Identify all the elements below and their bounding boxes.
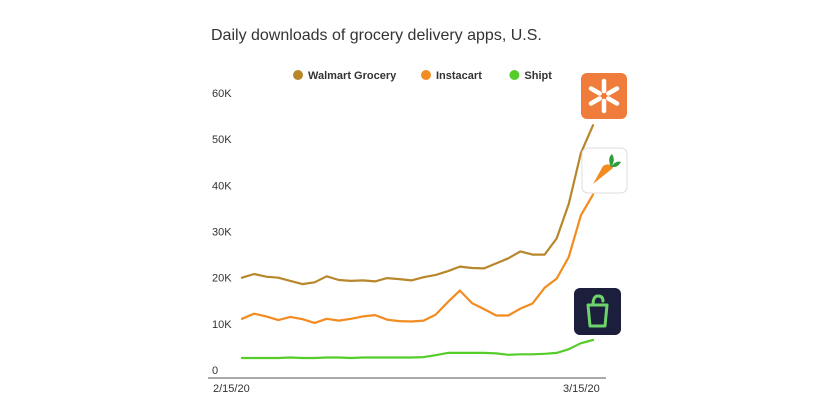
y-tick-label: 50K — [212, 134, 232, 146]
legend-item: Instacart — [421, 70, 482, 82]
series-line — [240, 193, 595, 324]
legend-swatch — [509, 70, 520, 80]
y-tick-label: 20K — [212, 273, 232, 285]
legend-label: Instacart — [436, 70, 482, 82]
y-tick-label: 60K — [212, 88, 232, 100]
y-tick-label: 40K — [212, 180, 232, 192]
series-line — [240, 338, 595, 360]
legend: Walmart Grocery Instacart Shipt — [293, 70, 552, 82]
y-tick-label: 30K — [212, 227, 232, 239]
series-logos — [574, 73, 628, 335]
x-axis: 2/15/20 3/15/20 — [208, 377, 606, 395]
y-tick-label: 10K — [212, 319, 232, 331]
y-axis: 0 10K 20K 30K 40K 50K 60K — [212, 88, 232, 377]
shipt-bag-icon — [574, 288, 621, 335]
chart-title: Daily downloads of grocery delivery apps… — [211, 27, 542, 44]
legend-item: Shipt — [509, 70, 552, 82]
instacart-carrot-icon — [581, 147, 628, 194]
legend-label: Walmart Grocery — [308, 70, 397, 82]
legend-item: Walmart Grocery — [293, 70, 397, 82]
legend-swatch — [421, 70, 431, 80]
legend-label: Shipt — [524, 70, 552, 82]
series-line — [240, 124, 595, 286]
x-tick-label: 3/15/20 — [563, 383, 600, 395]
x-tick-label: 2/15/20 — [213, 383, 250, 395]
y-tick-label: 0 — [212, 365, 218, 377]
series-lines — [240, 124, 595, 360]
walmart-spark-icon — [581, 73, 627, 119]
legend-swatch — [293, 70, 303, 80]
